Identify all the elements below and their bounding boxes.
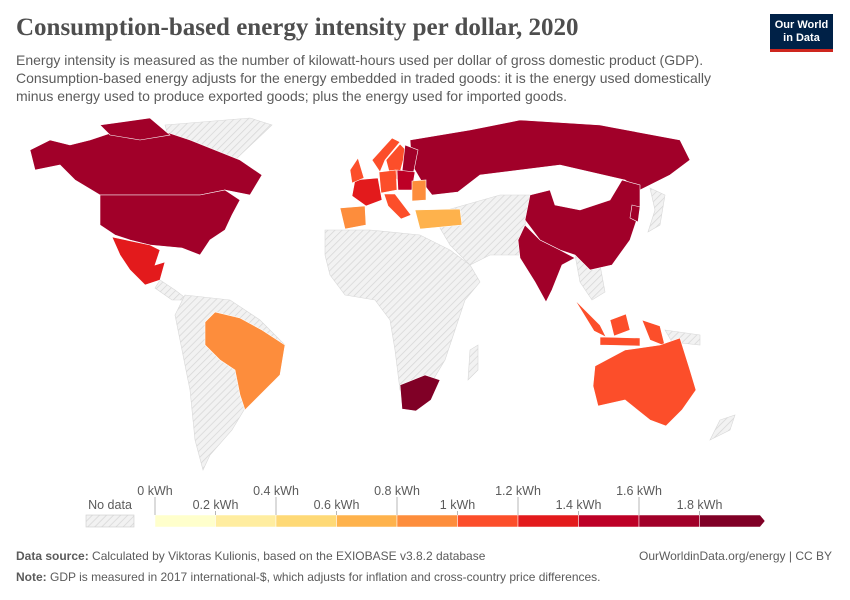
legend-bin [154,514,216,528]
chart-subtitle: Energy intensity is measured as the numb… [16,51,756,105]
country-no-data[interactable] [439,194,531,266]
logo-line: Our World [774,19,829,31]
legend-no-data-swatch [85,514,135,528]
chart-title: Consumption-based energy intensity per d… [16,14,579,41]
subtitle-line: Energy intensity is measured as the numb… [16,52,704,68]
country-romania[interactable] [411,179,427,202]
country-indonesia[interactable] [574,299,607,338]
logo-line: in Data [783,32,820,44]
legend-bin [275,514,337,528]
legend-bin [215,514,277,528]
legend-tick-label: 1.6 kWh [616,484,662,498]
legend-tick-label: 1.4 kWh [556,498,602,512]
country-france[interactable] [351,177,383,207]
subtitle-line: minus energy used to produce exported go… [16,88,568,104]
legend-tick-label: 1.2 kWh [495,484,541,498]
legend-bin [336,514,398,528]
legend-bin [699,514,766,528]
country-south-africa[interactable] [399,374,441,412]
country-no-data[interactable] [647,187,666,233]
country-canada[interactable] [99,117,171,141]
country-russia[interactable] [409,119,691,196]
country-canada[interactable] [29,129,263,196]
country-indonesia[interactable] [599,336,641,347]
country-italy[interactable] [383,193,412,220]
legend-bin [517,514,579,528]
country-india[interactable] [517,224,576,303]
note: Note: GDP is measured in 2017 internatio… [16,570,601,584]
data-source: Data source: Calculated by Viktoras Kuli… [16,549,485,563]
legend-tick-label: 0 kWh [137,484,172,498]
country-united-states[interactable] [99,189,241,256]
country-norway[interactable] [371,137,401,173]
legend-tick-label: 0.8 kWh [374,484,420,498]
source-link[interactable]: OurWorldinData.org/energy | CC BY [639,549,832,563]
country-spain[interactable] [339,205,367,230]
country-mexico[interactable] [111,236,166,286]
legend-no-data-label: No data [88,498,132,512]
legend-bin [457,514,519,528]
country-united-kingdom[interactable] [349,157,365,184]
note-label: Note: [16,570,47,584]
legend-bin [638,514,700,528]
country-germany[interactable] [378,169,398,194]
legend-tick-label: 1.8 kWh [677,498,723,512]
world-map: 0 kWh 0.2 kWh 0.4 kWh 0.6 kWh 0.8 kWh 1 kWh 1.… [29,117,766,528]
owid-logo[interactable]: Our World in Data [770,14,833,52]
country-no-data[interactable] [154,279,189,301]
country-indonesia[interactable] [609,313,631,337]
country-south-korea[interactable] [629,204,641,223]
country-brazil[interactable] [204,311,286,411]
legend-tick-label: 0.2 kWh [193,498,239,512]
legend-tick-label: 1 kWh [440,498,475,512]
country-no-data[interactable] [324,229,481,401]
legend-bin [396,514,458,528]
legend-tick-label: 0.6 kWh [314,498,360,512]
note-text: GDP is measured in 2017 international-$,… [46,570,601,584]
legend-tick-label: 0.4 kWh [253,484,299,498]
legend: 0 kWh 0.2 kWh 0.4 kWh 0.6 kWh 0.8 kWh 1 kWh 1.… [85,484,766,528]
country-indonesia[interactable] [641,319,666,347]
country-australia[interactable] [592,337,697,427]
country-turkey[interactable] [414,208,463,230]
source-label: Data source: [16,549,89,563]
subtitle-line: Consumption-based energy adjusts for the… [16,70,711,86]
country-no-data[interactable] [709,414,736,441]
source-text: Calculated by Viktoras Kulionis, based o… [88,549,486,563]
country-no-data[interactable] [467,344,479,381]
legend-bin [578,514,640,528]
